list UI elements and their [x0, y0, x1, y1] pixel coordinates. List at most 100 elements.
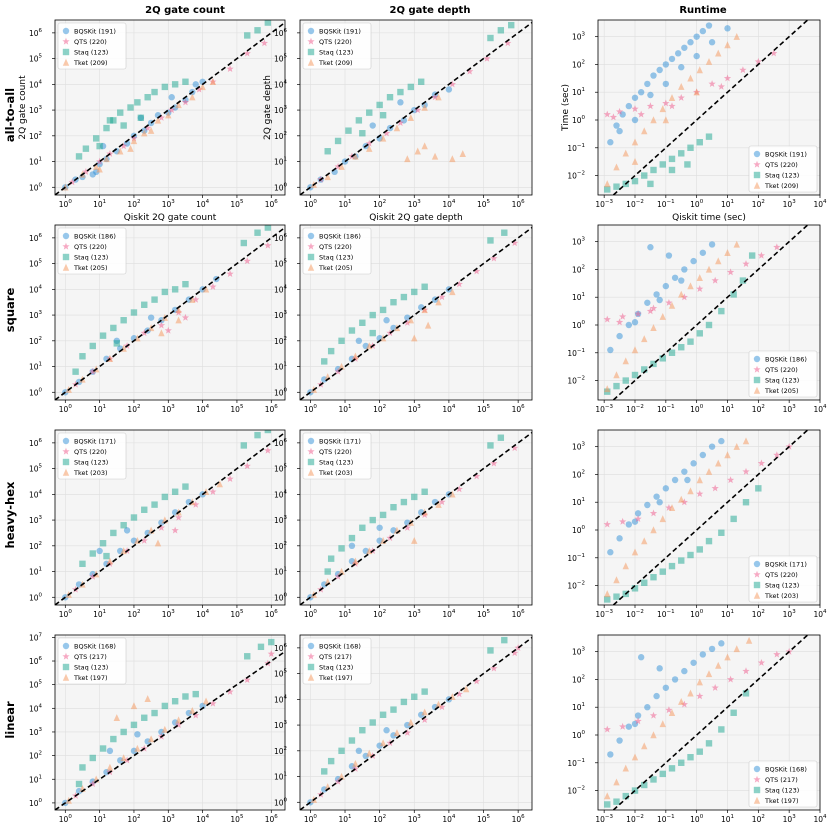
point-bqskit — [662, 61, 670, 68]
legend-label-bqskit: BQSKit (186) — [319, 232, 361, 240]
x-tick-label: 102 — [752, 814, 765, 824]
y-tick-label: 104 — [274, 489, 288, 499]
point-tket — [407, 114, 415, 121]
point-staq — [171, 286, 179, 293]
point-tket — [352, 352, 359, 360]
legend-marker-tket — [62, 58, 70, 66]
data-layer — [603, 22, 778, 193]
point-staq — [182, 693, 189, 700]
x-axis-label: Qiskit 2Q gate count — [124, 213, 217, 223]
point-staq — [99, 540, 107, 547]
point-tket — [414, 147, 421, 155]
y-tick-label: 100 — [29, 387, 43, 397]
x-tick-label: 10−3 — [595, 814, 613, 824]
point-tket — [103, 155, 110, 163]
point-staq — [254, 431, 261, 439]
point-tket — [659, 515, 666, 523]
y-tick-label: 100 — [29, 182, 43, 192]
point-bqskit — [445, 86, 453, 93]
legend-label-qts: QTS (220) — [319, 448, 352, 456]
legend-label-tket: Tket (197) — [73, 674, 108, 682]
x-tick-label: 101 — [338, 404, 351, 414]
x-tick-label: 104 — [196, 814, 210, 824]
x-tick-label: 100 — [690, 404, 704, 414]
point-tket — [641, 537, 648, 545]
point-qts — [472, 677, 481, 685]
y-tick-label: 102 — [29, 541, 42, 551]
point-bqskit — [644, 501, 651, 509]
point-qts — [615, 107, 624, 115]
point-bqskit — [699, 249, 707, 256]
point-staq — [668, 349, 676, 356]
point-tket — [421, 708, 428, 716]
point-bqskit — [616, 535, 623, 542]
point-tket — [393, 124, 401, 132]
point-qts — [243, 49, 251, 57]
point-staq — [92, 135, 100, 142]
point-tket — [641, 335, 648, 343]
point-staq — [631, 177, 639, 185]
y-tick-label: 105 — [29, 54, 43, 64]
point-tket — [147, 126, 155, 134]
point-staq — [161, 83, 169, 91]
x-tick-label: 106 — [265, 199, 279, 209]
point-bqskit — [607, 346, 614, 354]
point-staq — [390, 504, 397, 511]
point-qts — [696, 692, 704, 700]
panel-frame — [597, 634, 821, 811]
legend-label-staq: Staq (123) — [319, 458, 353, 466]
point-tket — [154, 116, 162, 124]
panel-frame — [597, 19, 821, 196]
y-tick-label: 10−1 — [567, 553, 585, 563]
point-staq — [240, 239, 248, 247]
y-tick-label: 10−2 — [567, 581, 585, 591]
point-qts — [757, 658, 766, 666]
point-staq — [144, 94, 151, 101]
point-bqskit — [674, 50, 682, 57]
point-bqskit — [705, 22, 713, 29]
point-qts — [742, 260, 750, 267]
point-staq — [130, 514, 138, 521]
point-staq — [684, 161, 691, 168]
point-staq — [244, 32, 251, 39]
point-tket — [209, 78, 217, 85]
legend-box — [57, 637, 127, 685]
point-staq — [668, 562, 676, 570]
point-staq — [369, 516, 376, 524]
legend-marker-tket — [62, 468, 70, 476]
point-bqskit — [693, 52, 700, 60]
point-qts — [351, 765, 360, 772]
point-qts — [209, 282, 217, 290]
x-tick-label: 100 — [304, 199, 318, 209]
point-staq — [400, 498, 408, 506]
point-staq — [110, 324, 117, 332]
legend: BQSKit (186) QTS (220) Staq (123) Tket (205… — [302, 227, 372, 275]
point-staq — [127, 104, 134, 111]
point-staq — [264, 20, 272, 26]
point-qts — [680, 498, 688, 506]
point-bqskit — [644, 299, 651, 306]
point-staq — [327, 555, 335, 562]
y-tick-label: 104 — [29, 489, 43, 499]
legend-marker-staq — [307, 663, 315, 671]
point-staq — [397, 88, 404, 96]
column-title-gate-depth: 2Q gate depth — [390, 5, 471, 16]
point-tket — [407, 316, 415, 324]
point-qts — [649, 711, 658, 719]
diagonal-line — [612, 20, 809, 195]
point-qts — [192, 500, 200, 508]
y-tick-label: 102 — [572, 59, 585, 69]
x-tick-label: 105 — [477, 404, 491, 414]
diagonal-line — [612, 225, 809, 400]
point-bqskit — [690, 659, 697, 666]
point-staq — [359, 524, 366, 531]
point-staq — [151, 709, 158, 717]
point-staq — [487, 237, 494, 244]
point-tket — [631, 753, 639, 761]
y-tick-label: 102 — [274, 746, 287, 756]
legend-marker-staq — [753, 376, 761, 384]
point-tket — [199, 83, 206, 91]
point-bqskit — [662, 684, 670, 691]
point-tket — [189, 295, 196, 303]
y-tick-label: 103 — [572, 647, 586, 657]
